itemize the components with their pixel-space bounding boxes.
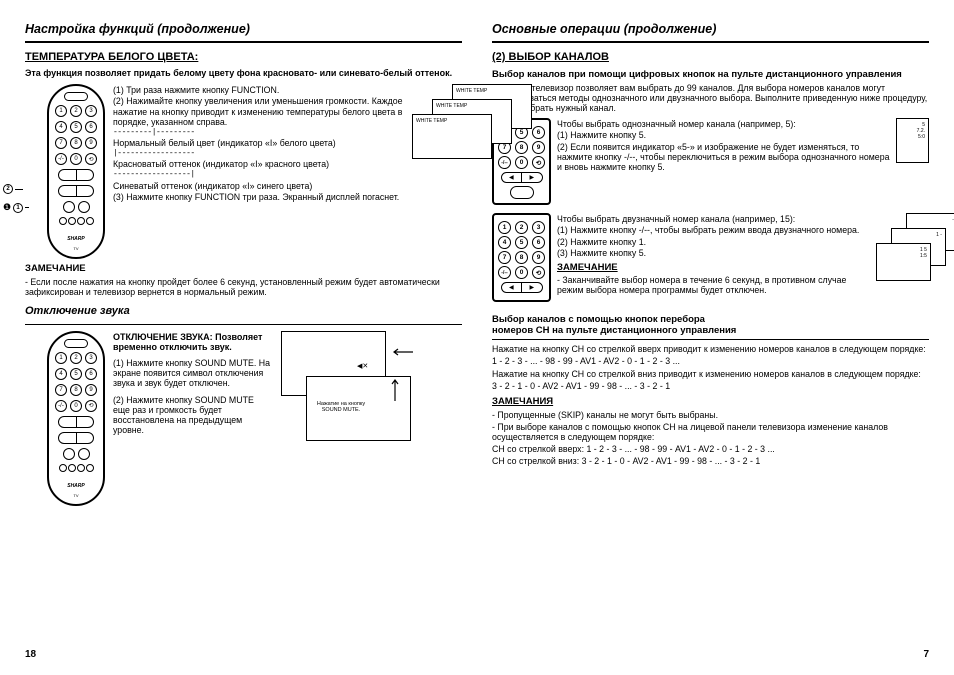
mute-caption: Нажатие на кнопку SOUND MUTE. (311, 401, 371, 413)
chup: 1 - 2 - 3 - ... - 98 - 99 - AV1 - AV2 - … (492, 356, 929, 366)
whitetemp-row: 2 ❶1 123 456 789 -/-0⟲ SHARP TV (1) Три … (25, 84, 462, 259)
chdn: 3 - 2 - 1 - 0 - AV2 - AV1 - 99 - 98 - ..… (492, 381, 929, 391)
wt-note: - Если после нажатия на кнопку пройдет б… (25, 277, 462, 297)
ch-r1-text: Чтобы выбрать однозначный номер канала (… (557, 118, 890, 205)
mute-screens: ◀✕ Нажатие на кнопку SOUND MUTE. (281, 331, 421, 506)
ch-sub1: Выбор каналов при помощи цифровых кнопок… (492, 69, 929, 80)
wt-note-hdr: ЗАМЕЧАНИЕ (25, 263, 462, 274)
r2-screens: - - 1 - 1 5 1:5 (876, 213, 929, 288)
page-number-left: 18 (25, 641, 462, 660)
r2p1: Чтобы выбрать двузначный номер канала (н… (557, 214, 870, 224)
ch-row2: 123 456 789 -/--0⟲ ◀▶ Чтобы выбрать двуз… (492, 213, 929, 302)
mute-p1: (1) Нажмите кнопку SOUND MUTE. На экране… (113, 358, 273, 388)
wt-n2: Красноватый оттенок (индикатор «I» красн… (113, 159, 404, 169)
remote-control-2: 123 456 789 -/-0⟲ SHARP TV (47, 331, 105, 506)
chdn-t: Нажатие на кнопку CH со стрелкой вниз пр… (492, 369, 929, 379)
note2c: CH со стрелкой вверх: 1 - 2 - 3 - ... - … (492, 444, 929, 454)
whitetemp-text: (1) Три раза нажмите кнопку FUNCTION. (2… (113, 84, 404, 259)
mute-symbol: ◀✕ (357, 363, 368, 370)
ch-title: (2) ВЫБОР КАНАЛОВ (492, 51, 929, 63)
remote-control: 123 456 789 -/-0⟲ SHARP TV (47, 84, 105, 259)
wt-d1: ---------|--------- (113, 128, 404, 137)
note2b: - При выборе каналов с помощью кнопок CH… (492, 422, 929, 442)
whitetemp-intro: Эта функция позволяет придать белому цве… (25, 68, 462, 78)
callout-1: 1 (13, 203, 23, 213)
note2d: CH со стрелкой вниз: 3 - 2 - 1 - 0 - AV2… (492, 456, 929, 466)
mute-intro: ОТКЛЮЧЕНИЕ ЗВУКА: Позволяет временно отк… (113, 332, 273, 353)
arrow-left-icon (391, 346, 416, 358)
marker-1: ❶ (3, 202, 11, 213)
mute-text: ОТКЛЮЧЕНИЕ ЗВУКА: Позволяет временно отк… (113, 331, 273, 506)
callouts: 2 ❶1 (3, 182, 29, 215)
ch-sub2: Выбор каналов с помощью кнопок перебора … (492, 314, 929, 336)
mute-row: 123 456 789 -/-0⟲ SHARP TV ОТКЛЮЧЕНИЕ ЗВ… (25, 331, 462, 506)
whitetemp-title: ТЕМПЕРАТУРА БЕЛОГО ЦВЕТА: (25, 51, 462, 63)
brand-logo: SHARP (67, 483, 85, 489)
ch-r2-text: Чтобы выбрать двузначный номер канала (н… (557, 213, 870, 302)
wt-p1: (1) Три раза нажмите кнопку FUNCTION. (113, 85, 404, 95)
keypad-2: 123 456 789 -/--0⟲ ◀▶ (492, 213, 551, 302)
note2a: - Пропущенные (SKIP) каналы не могут быт… (492, 410, 929, 420)
wt-d2: |------------------ (113, 149, 404, 158)
r1p2: (1) Нажмите кнопку 5. (557, 130, 890, 140)
right-page: Основные операции (продолжение) (2) ВЫБО… (477, 22, 929, 660)
whitetemp-screens: WHITE TEMP WHITE TEMP WHITE TEMP (412, 84, 462, 159)
r1p1: Чтобы выбрать однозначный номер канала (… (557, 119, 890, 129)
rule (25, 41, 462, 43)
ch-row1: 456 789 -/--0⟲ ◀▶ Чтобы выбрать однознач… (492, 118, 929, 205)
left-header: Настройка функций (продолжение) (25, 22, 462, 36)
page-number-right: 7 (492, 641, 929, 660)
r2p3: (2) Нажмите кнопку 1. (557, 237, 870, 247)
r1p3: (2) Если появится индикатор «5-» и изобр… (557, 142, 890, 172)
ch-intro1: - Данный телевизор позволяет вам выбрать… (492, 83, 929, 113)
wt-n1: Нормальный белый цвет (индикатор «I» бел… (113, 138, 404, 148)
remote-wrap-2: 123 456 789 -/-0⟲ SHARP TV (25, 331, 105, 506)
wt-p3: (3) Нажмите кнопку FUNCTION три раза. Эк… (113, 192, 404, 202)
remote-wrap: 2 ❶1 123 456 789 -/-0⟲ SHARP TV (25, 84, 105, 259)
right-header: Основные операции (продолжение) (492, 22, 929, 36)
r1-screen: 5 7.2. 5:0 (896, 118, 929, 163)
screen-3: WHITE TEMP (412, 114, 492, 159)
brand-logo: SHARP (67, 236, 85, 242)
rule (492, 339, 929, 340)
r2-note-hdr: ЗАМЕЧАНИЕ (557, 263, 870, 274)
tv-label: TV (73, 493, 78, 498)
rule (492, 41, 929, 43)
r2p2: (1) Нажмите кнопку -/--, чтобы выбрать р… (557, 225, 870, 235)
r2-note: - Заканчивайте выбор номера в течение 6 … (557, 275, 870, 295)
wt-d3: ------------------| (113, 170, 404, 179)
notes-hdr: ЗАМЕЧАНИЯ (492, 397, 929, 408)
callout-2: 2 (3, 184, 13, 194)
arrow-up-icon (389, 376, 401, 406)
r2p4: (3) Нажмите кнопку 5. (557, 248, 870, 258)
chup-t: Нажатие на кнопку CH со стрелкой вверх п… (492, 344, 929, 354)
mute-title: Отключение звука (25, 305, 462, 317)
left-page: Настройка функций (продолжение) ТЕМПЕРАТ… (25, 22, 477, 660)
rule (25, 324, 462, 325)
wt-n3: Синеватый оттенок (индикатор «I» синего … (113, 181, 404, 191)
r2s3: 1 5 1:5 (876, 243, 931, 281)
mute-p2: (2) Нажмите кнопку SOUND MUTE еще раз и … (113, 395, 273, 435)
wt-p2: (2) Нажимайте кнопку увеличения или умен… (113, 96, 404, 126)
tv-label: TV (73, 246, 78, 251)
